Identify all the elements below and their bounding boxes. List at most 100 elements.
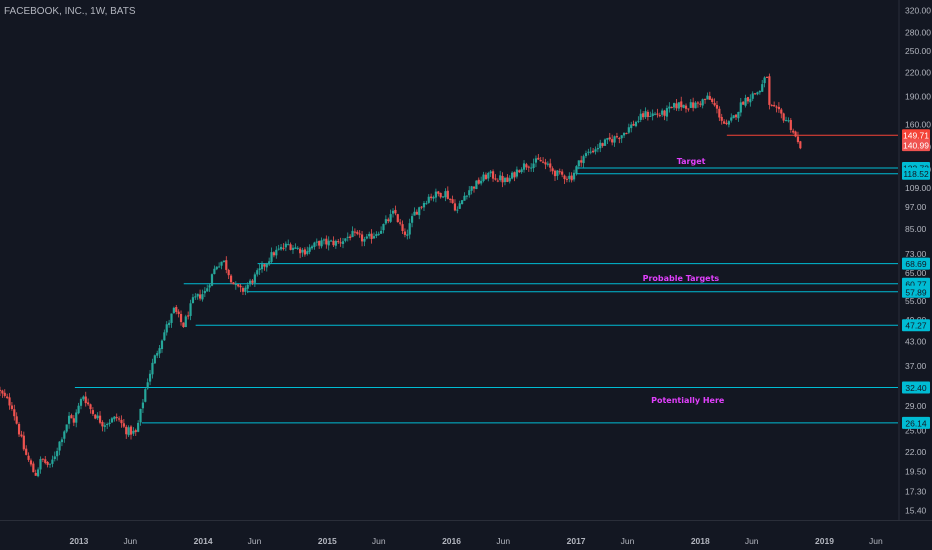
level-price-label-bg <box>902 129 930 142</box>
candle-body <box>84 396 87 404</box>
candle-body <box>568 175 571 179</box>
candle-body <box>577 160 580 167</box>
candle-body <box>613 136 616 143</box>
candle-body <box>101 421 104 427</box>
level-price-label-bg <box>902 285 930 298</box>
candle-body <box>222 260 226 262</box>
candle-body <box>446 190 449 199</box>
candle-body <box>108 422 111 424</box>
price-axis-tick-label: 190.00 <box>905 91 931 101</box>
candle-body <box>394 209 397 214</box>
candle-body <box>565 178 569 180</box>
candle-body <box>725 122 728 124</box>
candle-body <box>8 397 11 406</box>
candle-body <box>456 209 459 211</box>
candle-body <box>234 283 237 286</box>
candle-body <box>608 137 611 140</box>
candle-body <box>680 101 683 108</box>
candle-body <box>515 169 518 177</box>
candle-body <box>13 409 16 417</box>
candle-body <box>799 141 802 149</box>
time-axis-tick-label: Jun <box>745 536 759 546</box>
candle-body <box>170 313 173 323</box>
candle-body <box>622 132 626 136</box>
candle-body <box>96 415 99 419</box>
level-price-label: 60.77 <box>905 279 927 289</box>
candle-body <box>60 439 64 443</box>
candle-body <box>541 161 545 163</box>
candle-body <box>272 252 276 256</box>
time-axis-tick-label: Jun <box>123 536 137 546</box>
candle-body <box>67 415 71 424</box>
candle-body <box>646 111 649 117</box>
candle-body <box>530 167 533 169</box>
candle-body <box>337 241 340 243</box>
candle-body <box>77 405 80 414</box>
candle-body <box>363 238 366 242</box>
candle-body <box>723 121 726 124</box>
candle-body <box>653 113 657 115</box>
candle-body <box>644 111 647 118</box>
candle-body <box>396 214 399 223</box>
candle-body <box>487 173 490 179</box>
candle-body <box>110 418 114 423</box>
candle-body <box>787 120 790 122</box>
candle-body <box>539 160 542 162</box>
candle-body <box>125 426 128 435</box>
candle-body <box>546 163 549 165</box>
candle-body <box>587 151 590 153</box>
candle-body <box>165 324 168 333</box>
candle-body <box>148 373 152 382</box>
candle-body <box>215 266 218 270</box>
price-axis-tick-label: 220.00 <box>905 67 931 77</box>
candle-body <box>339 242 342 244</box>
candle-body <box>527 166 530 168</box>
candle-body <box>375 234 378 237</box>
price-axis-tick-label: 73.00 <box>905 249 927 259</box>
candle-body <box>294 247 297 249</box>
candle-body <box>677 102 680 109</box>
candle-body <box>468 190 471 196</box>
price-axis-tick-label: 85.00 <box>905 224 927 234</box>
candle-body <box>122 423 125 427</box>
candle-body <box>327 240 330 246</box>
candle-body <box>620 135 623 139</box>
candle-body <box>525 164 528 168</box>
candle-body <box>627 127 630 133</box>
candle-body <box>299 248 302 254</box>
candle-body <box>198 294 202 299</box>
price-axis-tick-label: 17.30 <box>905 486 927 496</box>
candle-body <box>408 223 411 235</box>
price-axis-tick-label: 25.00 <box>905 426 927 436</box>
candle-body <box>630 124 633 129</box>
candle-body <box>503 177 507 183</box>
candle-body <box>58 441 61 451</box>
candle-body <box>3 392 6 396</box>
price-axis-tick-label: 19.50 <box>905 467 927 477</box>
candle-body <box>139 408 142 423</box>
candle-body <box>79 399 83 406</box>
candle-body <box>184 316 187 328</box>
candle-body <box>201 294 204 300</box>
candle-body <box>451 199 454 204</box>
candle-body <box>206 288 209 292</box>
candle-body <box>658 115 661 117</box>
candle-body <box>129 426 133 435</box>
candle-body <box>761 84 764 92</box>
candle-body <box>356 231 359 234</box>
candle-body <box>756 92 759 95</box>
candle-body <box>675 103 678 109</box>
candle-body <box>75 412 78 423</box>
candle-body <box>249 280 252 285</box>
candle-body <box>177 311 180 314</box>
candle-body <box>325 238 328 245</box>
time-axis-tick-label: 2013 <box>69 536 88 546</box>
candle-body <box>265 263 268 268</box>
candle-body <box>87 402 90 405</box>
candle-body <box>665 108 669 117</box>
candle-body <box>715 105 719 109</box>
candle-body <box>380 230 383 234</box>
candle-body <box>279 246 283 250</box>
candle-body <box>434 191 437 198</box>
